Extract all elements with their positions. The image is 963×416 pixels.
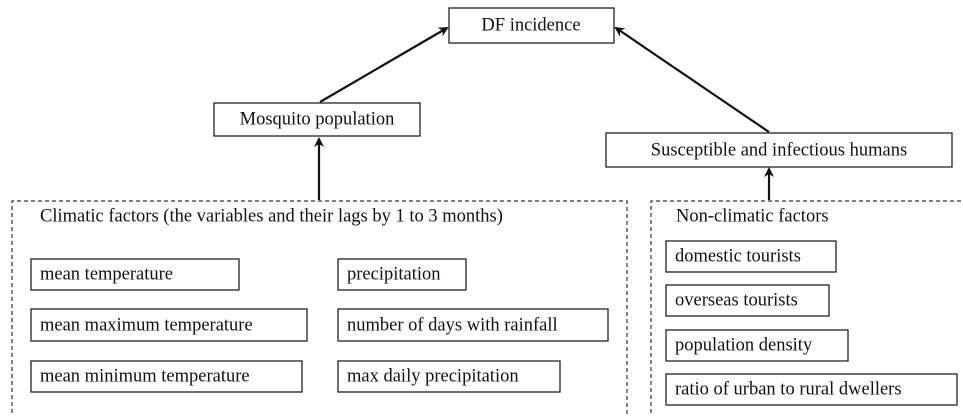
factor-box xyxy=(337,258,467,291)
non-climatic-group xyxy=(650,200,962,416)
factor-box xyxy=(665,329,849,362)
factor-label: mean maximum temperature xyxy=(40,315,253,335)
arrow xyxy=(319,26,449,103)
factor-box xyxy=(665,373,958,406)
factor-label: population density xyxy=(675,335,813,355)
outcome-box xyxy=(448,7,615,44)
mediator-label: Susceptible and infectious humans xyxy=(651,140,907,160)
factor-label: mean minimum temperature xyxy=(40,366,250,386)
factor-box xyxy=(30,258,240,291)
factor-box xyxy=(665,240,837,273)
factor-label: number of days with rainfall xyxy=(347,315,558,335)
factor-box xyxy=(665,284,830,317)
factor-label: ratio of urban to rural dwellers xyxy=(675,379,902,399)
mediator-box xyxy=(605,132,953,168)
mediator-label: Mosquito population xyxy=(240,109,395,129)
mediator-box xyxy=(213,102,421,137)
factor-label: max daily precipitation xyxy=(347,366,519,386)
factor-box xyxy=(30,360,303,393)
outcome-label: DF incidence xyxy=(481,15,580,35)
factor-box xyxy=(30,308,308,342)
factor-label: precipitation xyxy=(347,264,441,284)
factor-box xyxy=(337,360,561,393)
arrow xyxy=(614,26,770,133)
factor-label: domestic tourists xyxy=(675,246,801,266)
factor-label: mean temperature xyxy=(40,264,173,284)
factor-label: overseas tourists xyxy=(675,290,798,310)
climatic-group xyxy=(11,200,628,416)
group-title: Non-climatic factors xyxy=(676,206,829,226)
group-title: Climatic factors (the variables and thei… xyxy=(40,206,503,226)
factor-box xyxy=(337,308,609,342)
